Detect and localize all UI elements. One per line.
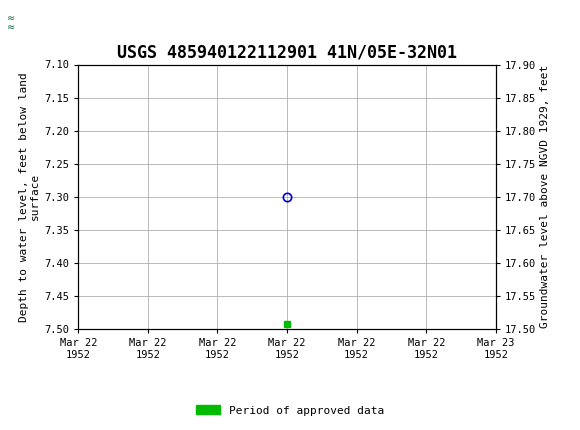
Title: USGS 485940122112901 41N/05E-32N01: USGS 485940122112901 41N/05E-32N01: [117, 43, 457, 61]
Text: USGS: USGS: [58, 14, 113, 31]
Y-axis label: Groundwater level above NGVD 1929, feet: Groundwater level above NGVD 1929, feet: [541, 65, 550, 329]
Text: ≈
≈: ≈ ≈: [7, 13, 15, 32]
Y-axis label: Depth to water level, feet below land
surface: Depth to water level, feet below land su…: [19, 72, 40, 322]
Legend: Period of approved data: Period of approved data: [191, 401, 389, 420]
FancyBboxPatch shape: [3, 3, 52, 42]
